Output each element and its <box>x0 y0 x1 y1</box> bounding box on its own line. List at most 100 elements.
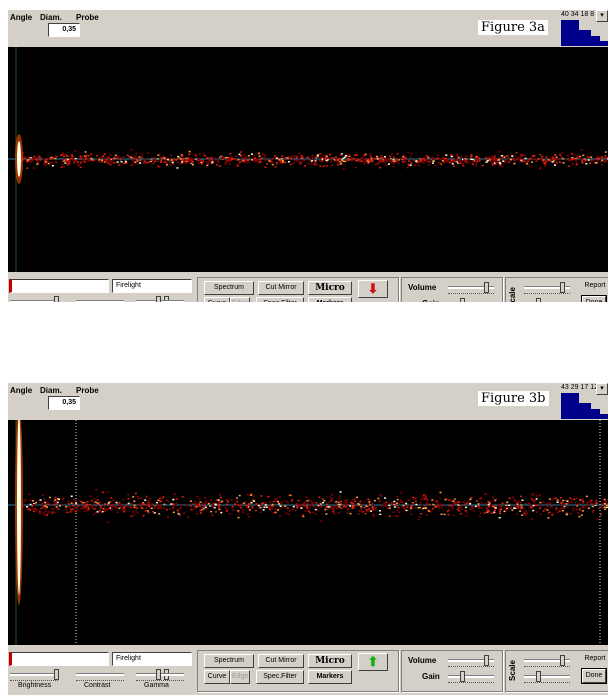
slider-thumb <box>536 298 541 302</box>
spectrum-pixel <box>28 157 30 159</box>
spectrum-pixel <box>196 513 198 515</box>
button[interactable]: Markers <box>308 297 352 302</box>
button[interactable]: Micro <box>308 654 352 668</box>
spectrum-pixel <box>113 157 115 159</box>
scale-slider[interactable] <box>524 299 570 302</box>
colormap-select[interactable]: Firelight <box>112 652 192 666</box>
button[interactable]: Micro <box>308 281 352 295</box>
gain-slider[interactable] <box>448 299 494 302</box>
button[interactable]: Spectrum <box>204 281 254 295</box>
spectrum-pixel <box>505 160 507 162</box>
slider[interactable] <box>76 670 124 681</box>
spectrum-pixel <box>108 156 110 158</box>
spectrum-pixel <box>344 161 346 163</box>
spectrum-pixel <box>590 500 592 502</box>
spectrum-pixel <box>140 498 142 500</box>
spectrum-pixel <box>555 498 557 500</box>
slider[interactable] <box>76 297 124 302</box>
spectrum-pixel <box>348 508 350 510</box>
spectrum-pixel <box>47 513 49 515</box>
button[interactable]: Cut Mirror <box>258 654 304 668</box>
spectrum-pixel <box>439 498 441 500</box>
spectrum-pixel <box>539 507 541 509</box>
spectrum-pixel <box>340 501 342 503</box>
button[interactable]: Curve <box>204 670 230 684</box>
spectrum-pixel <box>330 500 332 502</box>
spectrum-pixel <box>132 159 134 161</box>
spectrum-pixel <box>154 507 156 509</box>
spectrum-pixel <box>392 158 394 160</box>
spectrum-pixel <box>464 160 466 162</box>
spectrum-pixel <box>145 508 147 510</box>
spectrum-pixel <box>135 493 137 495</box>
report-button[interactable]: Report <box>580 280 608 294</box>
spectrum-pixel <box>268 160 270 162</box>
slider[interactable] <box>10 670 58 681</box>
spectrum-pixel <box>212 160 214 162</box>
arrow-button[interactable]: ⬇ <box>358 280 388 298</box>
slider[interactable] <box>136 670 184 681</box>
spectrum-pixel <box>181 155 183 157</box>
spectrum-pixel <box>499 517 501 519</box>
colormap-select[interactable]: Firelight <box>112 279 192 293</box>
scale-slider[interactable] <box>524 672 570 683</box>
spectrum-pixel <box>583 159 585 161</box>
spectrum-pixel <box>210 157 212 159</box>
spectrum-pixel <box>225 157 227 159</box>
spectrum-pixel <box>164 162 166 164</box>
button[interactable]: Spectrum <box>204 654 254 668</box>
spectrum-pixel <box>420 502 422 504</box>
spectrum-pixel <box>104 503 106 505</box>
spectrum-pixel <box>68 158 70 160</box>
spectrum-pixel <box>370 155 372 157</box>
button[interactable]: Curve <box>204 297 230 302</box>
spectrum-pixel <box>130 157 132 159</box>
button[interactable]: Spec.Filter <box>256 297 304 302</box>
volume-slider[interactable] <box>448 283 494 294</box>
slider[interactable] <box>136 297 184 302</box>
slider[interactable] <box>10 297 58 302</box>
button[interactable]: Edge <box>230 670 250 684</box>
done-button[interactable]: Done <box>582 296 606 302</box>
gain-slider[interactable] <box>448 672 494 683</box>
spectrum-pixel <box>363 163 365 165</box>
spectrum-pixel <box>253 159 255 161</box>
spectrum-pixel <box>515 501 517 503</box>
spectrum-pixel <box>175 504 177 506</box>
button[interactable]: Spec.Filter <box>256 670 304 684</box>
button[interactable]: Cut Mirror <box>258 281 304 295</box>
spectrum-pixel <box>173 160 175 162</box>
report-button[interactable]: Report <box>580 653 608 667</box>
button[interactable]: Markers <box>308 670 352 684</box>
spectrum-pixel <box>235 155 237 157</box>
spectrum-pixel <box>54 512 56 513</box>
spectrum-pixel <box>142 503 144 505</box>
spectrum-pixel <box>208 503 210 505</box>
spectrum-pixel <box>573 154 575 156</box>
spectrum-pixel <box>438 507 440 509</box>
spectrum-pixel <box>403 507 405 509</box>
spectrum-pixel <box>108 508 110 510</box>
spectrum-pixel <box>604 499 606 501</box>
spectrum-pixel <box>517 506 519 508</box>
spectrum-pixel <box>316 164 318 166</box>
spectrum-pixel <box>349 154 351 156</box>
arrow-button[interactable]: ⬆ <box>358 653 388 671</box>
spectrum-pixel <box>271 507 273 509</box>
spectrum-pixel <box>197 505 199 507</box>
scale-slider[interactable] <box>524 283 570 294</box>
spectrum-pixel <box>245 505 247 507</box>
volume-slider[interactable] <box>448 656 494 667</box>
spectrum-pixel <box>243 510 245 512</box>
button[interactable]: Edge <box>230 297 250 302</box>
spectrum-pixel <box>102 492 104 494</box>
done-button[interactable]: Done <box>582 669 606 683</box>
spectrum-pixel <box>226 509 228 511</box>
spectrum-pixel <box>281 158 283 160</box>
spectrum-pixel <box>173 512 175 513</box>
scale-slider[interactable] <box>524 656 570 667</box>
spectrum-pixel <box>572 163 574 165</box>
spectrum-pixel <box>478 503 480 505</box>
spectrum-pixel <box>341 504 343 506</box>
spectrum-pixel <box>520 161 522 163</box>
